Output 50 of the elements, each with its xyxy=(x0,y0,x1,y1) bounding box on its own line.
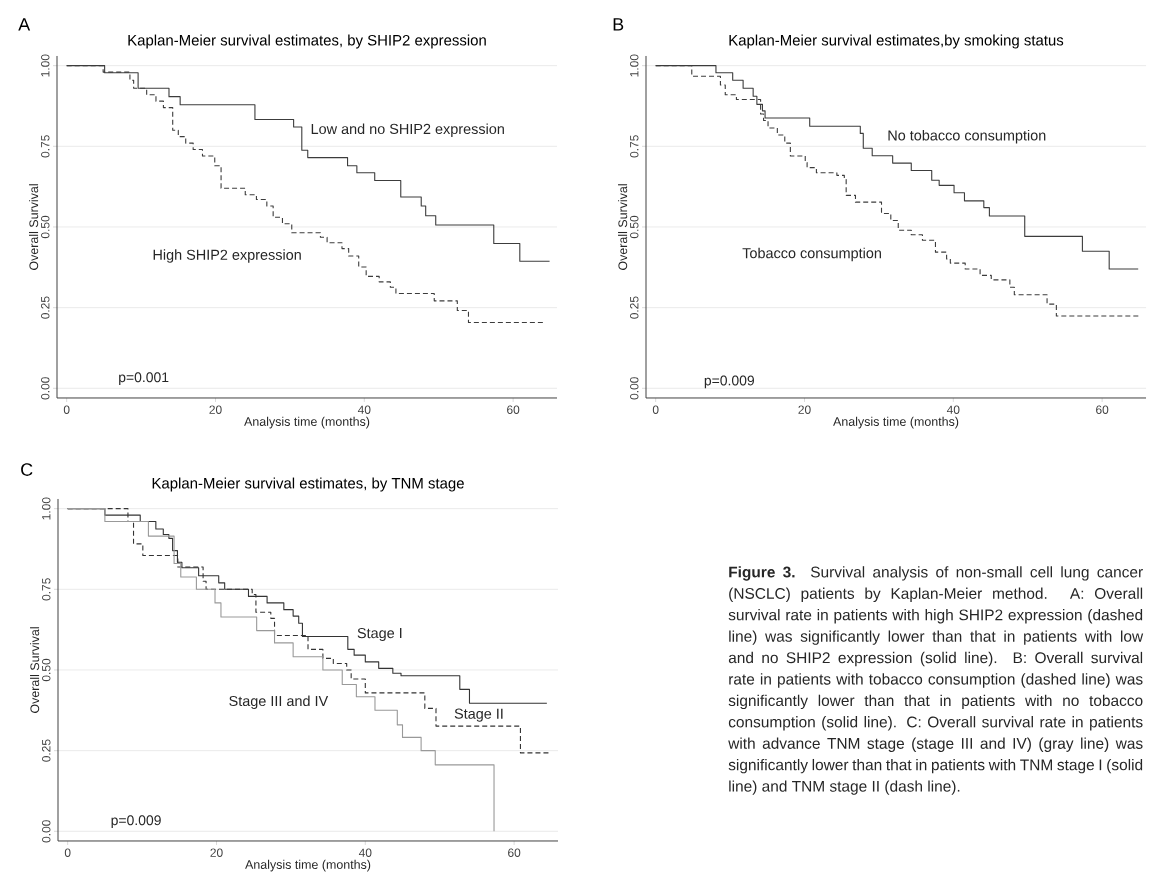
x-tick-label: 20 xyxy=(210,848,223,857)
y-tick-label: 0.50 xyxy=(630,215,639,239)
y-axis-title: Overall Survival xyxy=(618,184,628,270)
x-tick-label: 60 xyxy=(1096,405,1109,414)
y-tick-label: 0.75 xyxy=(41,135,50,158)
series-label: Stage II xyxy=(454,708,503,722)
x-tick-label: 0 xyxy=(652,405,659,414)
y-tick-label: 1.00 xyxy=(41,54,50,77)
x-axis-title: Analysis time (months) xyxy=(833,416,959,429)
y-tick-label: 0.00 xyxy=(41,377,50,400)
x-tick-label: 0 xyxy=(64,848,71,857)
x-tick-label: 40 xyxy=(946,405,960,414)
series-label: Tobacco consumption xyxy=(742,247,881,262)
y-tick-label: 0.75 xyxy=(42,578,51,601)
annotation: p=0.009 xyxy=(111,815,161,828)
y-tick-label: 0.75 xyxy=(630,135,639,158)
annotation: p=0.001 xyxy=(119,372,169,385)
x-tick-label: 20 xyxy=(209,405,222,414)
x-tick-label: 60 xyxy=(508,848,521,857)
series-label: Stage III and IV xyxy=(229,695,329,709)
series-label: Stage I xyxy=(357,627,402,642)
series-label: Low and no SHIP2 expression xyxy=(311,123,504,137)
chart-title: Kaplan-Meier survival estimates, by SHIP2 expression xyxy=(128,34,486,49)
y-tick-label: 0.50 xyxy=(42,658,51,682)
x-axis-title: Analysis time (months) xyxy=(245,859,371,872)
series-label: High SHIP2 expression xyxy=(153,249,301,263)
x-tick-label: 60 xyxy=(507,405,520,414)
chart-title: Kaplan-Meier survival estimates, by TNM stage xyxy=(152,477,464,492)
text: A xyxy=(18,18,31,31)
y-tick-label: 0.25 xyxy=(42,739,51,762)
text: B xyxy=(613,18,624,31)
x-axis-title: Analysis time (months) xyxy=(244,416,370,429)
annotation: p=0.009 xyxy=(704,375,755,389)
y-axis-title: Overall Survival xyxy=(30,627,40,713)
x-tick-label: 20 xyxy=(798,405,811,414)
y-tick-label: 1.00 xyxy=(42,497,51,520)
text: C xyxy=(21,463,33,476)
series-label: No tobacco consumption xyxy=(888,129,1046,144)
y-tick-label: 1.00 xyxy=(630,54,639,77)
chart-title: Kaplan-Meier survival estimates,by smoking status xyxy=(729,34,1064,49)
x-tick-label: 40 xyxy=(357,405,371,414)
y-tick-label: 0.25 xyxy=(630,296,639,319)
y-axis-title: Overall Survival xyxy=(29,184,39,270)
y-tick-label: 0.25 xyxy=(41,296,50,319)
y-tick-label: 0.00 xyxy=(42,820,51,843)
x-tick-label: 0 xyxy=(63,405,70,414)
x-tick-label: 40 xyxy=(358,848,372,857)
y-tick-label: 0.50 xyxy=(41,215,50,239)
text: Figure 3. Survival analysis of non-small cell lung cancer (NSCLC) patients by Kaplan-Meier method. A: Overall survival rate in patients with high SHIP2 expression (dashed line) was significantly lower than that in patients with low and no SHIP2 expression (solid line). B: Overall survival rate in patients with tobacco consumption (dashed line) was significantly lower than that in patients with no tobacco consumption (solid line). C: Overall survival rate in patients with advance TNM stage (stage III and IV) (gray line) was significantly lower than that in patients with TNM stage I (solid line) and TNM stage II (dash line). xyxy=(728,566,1144,795)
y-tick-label: 0.00 xyxy=(630,377,639,400)
